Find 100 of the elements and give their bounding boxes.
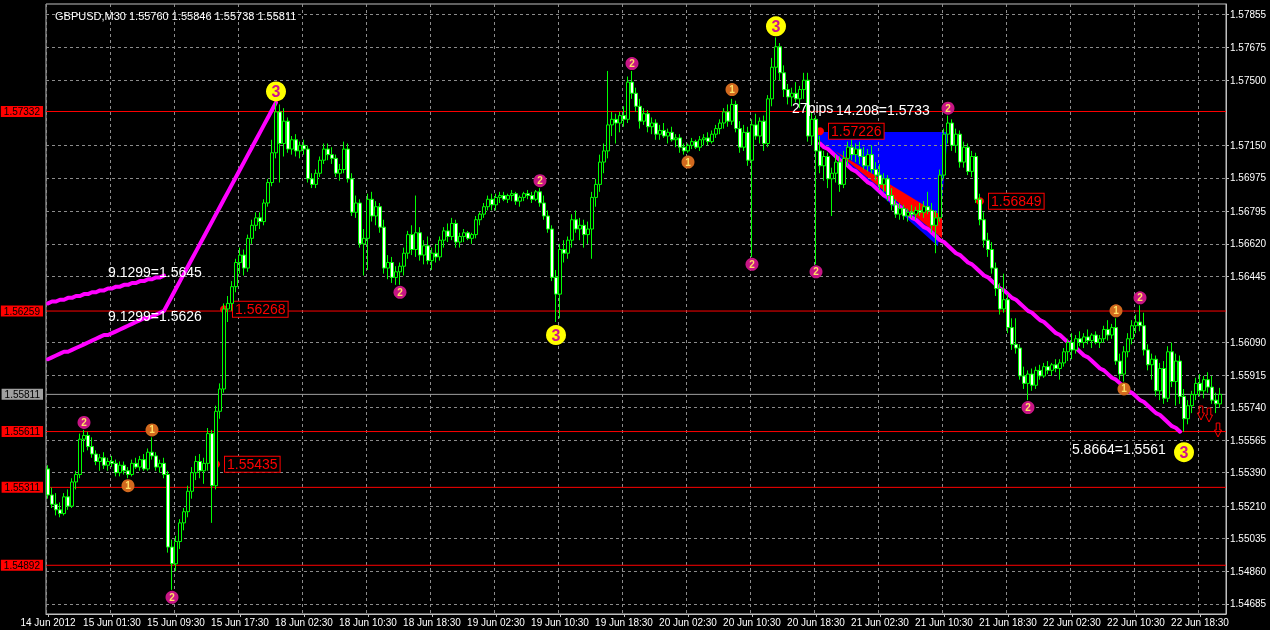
candlestick: [706, 131, 710, 146]
candlestick: [1034, 366, 1038, 390]
x-tick-label: 21 Jun 10:30: [915, 616, 974, 628]
text: 3: [771, 17, 781, 35]
text: 1: [1113, 305, 1119, 317]
series-label: 3: [551, 326, 561, 344]
candlestick: [530, 191, 534, 204]
y-tick-label: 1.57855: [1230, 8, 1267, 20]
x-tick-label: 18 Jun 02:30: [275, 616, 334, 628]
series-label: 2: [81, 416, 88, 428]
candlestick: [510, 189, 514, 202]
y-tick-label: 1.56445: [1230, 270, 1267, 282]
candlestick: [686, 142, 690, 154]
candlestick: [898, 202, 902, 221]
x-tick-label: 22 Jun 10:30: [1107, 616, 1166, 628]
candlestick: [950, 118, 954, 152]
x-tick-label: 19 Jun 10:30: [531, 616, 590, 628]
candlestick: [1074, 334, 1078, 355]
candlestick: [98, 453, 102, 472]
x-tick-label: 14 Jun 2012: [20, 616, 76, 628]
candlestick: [1090, 332, 1094, 349]
candlestick: [1050, 362, 1054, 377]
candlestick: [914, 206, 918, 221]
candlestick: [494, 193, 498, 211]
candlestick: [958, 129, 962, 169]
candlestick: [670, 126, 674, 143]
candlestick: [1082, 332, 1086, 349]
candlestick: [906, 208, 910, 223]
candlestick: [390, 256, 394, 284]
y-tick-label: 1.55210: [1230, 500, 1267, 512]
y-tick-label: 1.55035: [1230, 533, 1267, 545]
candlestick: [1042, 362, 1046, 379]
candlestick: [726, 103, 730, 128]
candlestick: [694, 139, 698, 150]
ref-line-label: 1.54892: [3, 559, 41, 571]
candlestick: [294, 133, 298, 157]
candlestick: [678, 133, 682, 154]
x-tick-label: 18 Jun 10:30: [339, 616, 398, 628]
x-tick-label: 15 Jun 17:30: [211, 616, 270, 628]
candlestick: [654, 118, 658, 141]
y-tick-label: 1.56975: [1230, 172, 1267, 184]
y-tick-label: 1.57500: [1230, 74, 1267, 86]
candlestick: [582, 219, 586, 249]
text: 1: [149, 424, 155, 436]
y-tick-label: 1.55390: [1230, 467, 1267, 479]
y-tick-label: 1.54685: [1230, 598, 1267, 610]
candlestick: [118, 461, 122, 477]
annotation: 5.8664=1.5561: [1071, 440, 1166, 457]
ref-line-label: 1.55311: [4, 481, 41, 493]
x-tick-label: 22 Jun 02:30: [1043, 616, 1102, 628]
candlestick: [1106, 319, 1110, 342]
candlestick: [722, 107, 726, 130]
x-tick-label: 21 Jun 02:30: [851, 616, 910, 628]
x-tick-label: 15 Jun 01:30: [83, 616, 142, 628]
candlestick: [414, 195, 418, 258]
x-tick-label: 18 Jun 18:30: [403, 616, 462, 628]
candlestick: [814, 115, 818, 265]
x-tick-label: 22 Jun 18:30: [1171, 616, 1230, 628]
y-tick-label: 1.55565: [1230, 434, 1267, 446]
candlestick: [690, 137, 694, 150]
data-label: 1.56268: [235, 301, 286, 318]
candlestick: [114, 459, 118, 477]
candlestick: [558, 243, 562, 319]
text: GBPUSD,M30 1.55760 1.55846 1.55738 1.55811: [55, 9, 297, 22]
text: 3: [1179, 443, 1189, 461]
candlestick: [866, 148, 870, 172]
candlestick: [910, 204, 914, 219]
y-tick-label: 1.57150: [1230, 139, 1267, 151]
text: 1: [685, 156, 691, 168]
candlestick: [454, 219, 458, 249]
candlestick: [1218, 387, 1222, 409]
candlestick: [62, 492, 66, 516]
y-tick-label: 1.56795: [1230, 205, 1267, 217]
y-tick-label: 1.55915: [1230, 369, 1267, 381]
candlestick: [122, 461, 126, 476]
x-tick-label: 15 Jun 09:30: [147, 616, 206, 628]
candlestick: [306, 144, 310, 184]
candlestick: [614, 113, 618, 144]
candlestick: [526, 189, 530, 200]
text: 2: [1025, 402, 1031, 414]
y-tick-label: 1.54860: [1230, 565, 1267, 577]
y-tick-label: 1.57675: [1230, 42, 1267, 54]
candlestick: [1086, 328, 1090, 345]
x-tick-label: 20 Jun 18:30: [787, 616, 846, 628]
candlestick: [794, 81, 798, 104]
candlestick: [278, 103, 282, 184]
candlestick: [878, 163, 882, 191]
candlestick: [102, 451, 106, 470]
text: 2: [945, 102, 951, 114]
y-tick-label: 1.55740: [1230, 402, 1267, 414]
candlestick: [490, 193, 494, 211]
candlestick: [466, 230, 470, 241]
candlestick: [1026, 369, 1030, 401]
y-tick-label: 1.56620: [1230, 238, 1267, 250]
series-label: 1: [125, 480, 132, 492]
data-label: 1.56849: [991, 193, 1042, 210]
candlestick: [966, 142, 970, 176]
candlestick: [54, 492, 58, 516]
ref-line-label: 1.55611: [4, 426, 41, 438]
candlestick: [710, 129, 714, 144]
